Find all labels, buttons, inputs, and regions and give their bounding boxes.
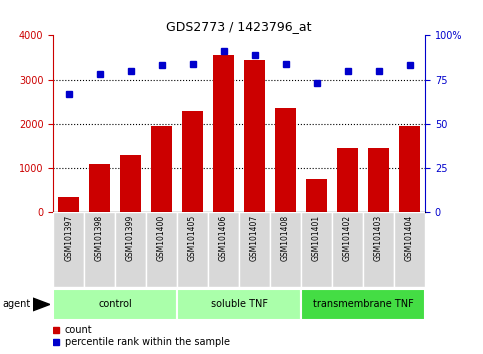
Text: GSM101399: GSM101399 [126, 215, 135, 261]
Polygon shape [33, 298, 50, 311]
Bar [398, 126, 420, 212]
Text: GSM101398: GSM101398 [95, 215, 104, 261]
Text: percentile rank within the sample: percentile rank within the sample [65, 337, 230, 348]
Text: GSM101402: GSM101402 [343, 215, 352, 261]
Bar [177, 212, 208, 287]
Bar [58, 197, 80, 212]
Title: GDS2773 / 1423796_at: GDS2773 / 1423796_at [166, 20, 312, 33]
Bar [363, 212, 394, 287]
Bar [84, 212, 115, 287]
Bar [239, 212, 270, 287]
Bar [301, 212, 332, 287]
Text: GSM101403: GSM101403 [374, 215, 383, 261]
Bar [208, 212, 239, 287]
Bar [244, 60, 266, 212]
Bar [146, 212, 177, 287]
Text: count: count [65, 325, 92, 335]
Text: GSM101404: GSM101404 [405, 215, 414, 261]
Text: GSM101405: GSM101405 [188, 215, 197, 261]
Text: GSM101408: GSM101408 [281, 215, 290, 261]
Bar [182, 110, 203, 212]
Text: GSM101401: GSM101401 [312, 215, 321, 261]
Bar [368, 148, 389, 212]
Text: GSM101406: GSM101406 [219, 215, 228, 261]
Bar [213, 55, 234, 212]
Text: soluble TNF: soluble TNF [211, 299, 268, 309]
Bar [53, 289, 177, 320]
Bar [337, 148, 358, 212]
Bar [332, 212, 363, 287]
Bar [151, 126, 172, 212]
Bar [275, 108, 297, 212]
Bar [115, 212, 146, 287]
Text: agent: agent [2, 299, 30, 309]
Bar [53, 212, 84, 287]
Bar [306, 179, 327, 212]
Text: transmembrane TNF: transmembrane TNF [313, 299, 413, 309]
Text: GSM101400: GSM101400 [157, 215, 166, 261]
Bar [301, 289, 425, 320]
Text: GSM101407: GSM101407 [250, 215, 259, 261]
Bar [270, 212, 301, 287]
Bar [120, 155, 142, 212]
Bar [177, 289, 301, 320]
Bar [89, 164, 111, 212]
Text: control: control [98, 299, 132, 309]
Text: GSM101397: GSM101397 [64, 215, 73, 261]
Bar [394, 212, 425, 287]
